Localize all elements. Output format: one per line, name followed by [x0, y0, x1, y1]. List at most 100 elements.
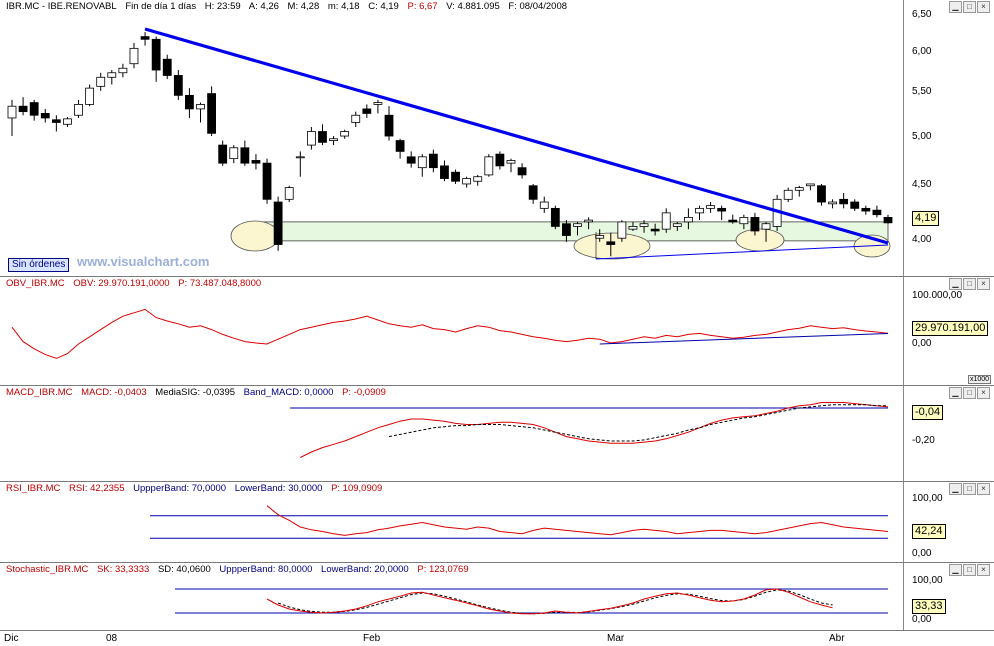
rsi-axis-line [903, 482, 904, 562]
maximize-icon[interactable]: □ [963, 387, 976, 399]
resistance-trendline [144, 27, 889, 245]
candle-body [162, 58, 172, 76]
maximize-icon[interactable]: □ [963, 483, 976, 495]
stochastic-header: Stochastic_IBR.MC SK: 33,3333 SD: 40,060… [6, 564, 475, 576]
rsi-lower: LowerBand: 30,0000 [234, 483, 323, 494]
maximize-icon[interactable]: □ [963, 1, 976, 13]
candle-body [351, 114, 361, 123]
candle-body [451, 171, 460, 182]
candle-body [750, 216, 760, 232]
candle-body [284, 187, 294, 200]
stoch-line [266, 588, 833, 615]
price-tick: 4,50 [912, 179, 932, 190]
candle-body [817, 185, 826, 203]
rsi-line [266, 505, 889, 536]
price-low: m: 4,18 [327, 1, 360, 12]
candle-body [783, 189, 793, 200]
macd-window-buttons: ▁ □ × [949, 387, 990, 399]
candle-body [18, 105, 28, 113]
stoch-upper: UppperBand: 80,0000 [219, 564, 313, 575]
candle-body [373, 102, 383, 105]
macd-value: MACD: -0,0403 [81, 387, 147, 398]
minimize-icon[interactable]: ▁ [949, 278, 962, 290]
macd-chart[interactable] [0, 386, 994, 481]
candle-body [728, 219, 738, 223]
candle-body [240, 147, 250, 164]
candle-body [428, 153, 438, 169]
orders-button[interactable]: Sin órdenes [8, 258, 70, 272]
macd-current-value: -0,04 [912, 405, 944, 420]
minimize-icon[interactable]: ▁ [949, 387, 962, 399]
candle-body [484, 156, 494, 176]
candle-body [107, 72, 117, 78]
candle-body [196, 104, 205, 110]
candle-body [96, 76, 106, 87]
candle-body [329, 138, 338, 141]
candle-body [761, 223, 771, 230]
stochastic-window-buttons: ▁ □ × [949, 564, 990, 576]
maximize-icon[interactable]: □ [963, 564, 976, 576]
macd-header: MACD_IBR.MC MACD: -0,0403 MediaSIG: -0,0… [6, 387, 392, 399]
price-tick: 5,00 [912, 131, 932, 142]
macd-band: Band_MACD: 0,0000 [243, 387, 334, 398]
candle-body [650, 228, 660, 232]
minimize-icon[interactable]: ▁ [949, 564, 962, 576]
rsi-pane[interactable]: RSI_IBR.MC RSI: 42,2355 UppperBand: 70,0… [0, 482, 994, 563]
minimize-icon[interactable]: ▁ [949, 1, 962, 13]
candle-body [129, 47, 139, 65]
candle-body [517, 167, 527, 176]
rsi-chart[interactable] [0, 482, 994, 562]
price-window-buttons: ▁ □ × [949, 1, 990, 13]
candle-body [595, 235, 605, 239]
price-header: IBR.MC - IBE.RENOVABL Fin de día 1 días … [6, 1, 573, 13]
candle-body [562, 223, 571, 236]
candle-body [218, 144, 228, 164]
close-icon[interactable]: × [977, 387, 990, 399]
macd-axis-line [903, 386, 904, 481]
price-volume: V: 4.881.095 [446, 1, 500, 12]
candle-body [883, 216, 893, 224]
macd-pane[interactable]: MACD_IBR.MC MACD: -0,0403 MediaSIG: -0,0… [0, 386, 994, 482]
candle-body [63, 118, 72, 125]
watermark: www.visualchart.com [77, 254, 210, 269]
candle-body [850, 201, 860, 209]
close-icon[interactable]: × [977, 278, 990, 290]
price-current-value: 4,19 [912, 211, 940, 226]
stoch-axis-line [903, 563, 904, 630]
stoch-sk: SK: 33,3333 [97, 564, 150, 575]
obv-window-buttons: ▁ □ × [949, 278, 990, 290]
price-tick: 6,00 [912, 46, 932, 57]
stochastic-pane[interactable]: Stochastic_IBR.MC SK: 33,3333 SD: 40,060… [0, 563, 994, 631]
candle-body [7, 105, 17, 119]
close-icon[interactable]: × [977, 483, 990, 495]
candle-body [628, 226, 638, 230]
obv-axis-line [903, 277, 904, 385]
candle-body [606, 241, 616, 245]
candle-body [506, 160, 516, 164]
stoch-sd: SD: 40,0600 [157, 564, 211, 575]
maximize-icon[interactable]: □ [963, 278, 976, 290]
obv-trendline [599, 332, 889, 345]
candle-body [118, 67, 128, 74]
close-icon[interactable]: × [977, 564, 990, 576]
obv-pane[interactable]: OBV_IBR.MC OBV: 29.970.191,0000 P: 73.48… [0, 277, 994, 386]
candle-body [639, 223, 649, 227]
candle-body [617, 221, 627, 239]
obv-name: OBV_IBR.MC [6, 278, 65, 289]
obv-chart[interactable] [0, 277, 994, 385]
x-label: Dic [4, 633, 19, 644]
rsi-current-value: 42,24 [912, 524, 946, 539]
price-p: P: 6,67 [407, 1, 438, 12]
price-pane[interactable]: IBR.MC - IBE.RENOVABL Fin de día 1 días … [0, 0, 994, 277]
rsi-p: P: 109,0909 [331, 483, 383, 494]
rsi-header: RSI_IBR.MC RSI: 42,2355 UppperBand: 70,0… [6, 483, 388, 495]
candle-body [185, 94, 194, 110]
close-icon[interactable]: × [977, 1, 990, 13]
stochastic-chart[interactable] [0, 563, 994, 630]
minimize-icon[interactable]: ▁ [949, 483, 962, 495]
price-axis-line [903, 0, 904, 276]
x-label: Feb [363, 633, 381, 644]
candle-body [406, 156, 416, 164]
price-chart[interactable] [0, 0, 994, 276]
